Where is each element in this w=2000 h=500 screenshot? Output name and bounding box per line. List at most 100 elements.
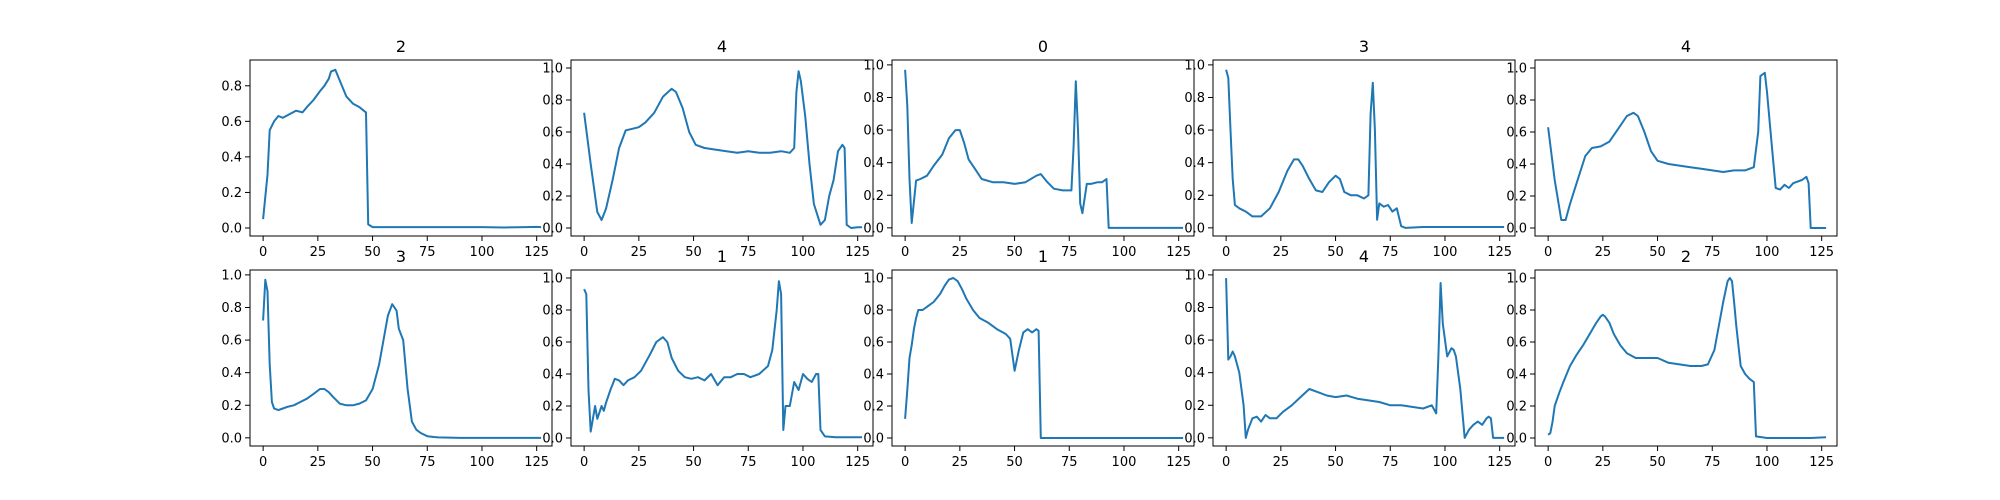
series-line bbox=[262, 68, 542, 229]
x-tick-label: 75 bbox=[740, 455, 757, 470]
y-tick-label: 0.6 bbox=[542, 126, 563, 141]
y-tick-label: 0.2 bbox=[1506, 190, 1527, 205]
x-tick-label: 100 bbox=[1433, 455, 1458, 470]
x-tick-label: 100 bbox=[1112, 245, 1137, 260]
y-tick-label: 0.4 bbox=[221, 366, 242, 381]
x-tick-label: 125 bbox=[1809, 245, 1834, 260]
y-tick-label: 0.2 bbox=[863, 400, 884, 415]
subplot-title: 3 bbox=[396, 247, 406, 266]
y-tick-label: 0.6 bbox=[221, 334, 242, 349]
x-tick-label: 100 bbox=[791, 455, 816, 470]
x-tick-label: 0 bbox=[580, 455, 588, 470]
x-tick-label: 50 bbox=[1649, 455, 1666, 470]
y-tick-label: 0.4 bbox=[542, 368, 563, 383]
y-tick-label: 0.2 bbox=[542, 190, 563, 205]
y-tick-label: 0.0 bbox=[1184, 221, 1205, 236]
subplot-title: 2 bbox=[1681, 247, 1691, 266]
x-tick-label: 0 bbox=[580, 245, 588, 260]
y-tick-label: 0.0 bbox=[542, 222, 563, 237]
subplot-0: 2 0 25 50 75 100 125 0.0 0.2 0.4 0.6 0.8 bbox=[221, 37, 553, 260]
y-tick-label: 0.4 bbox=[863, 368, 884, 383]
y-tick-label: 1.0 bbox=[221, 268, 242, 283]
x-tick-label: 25 bbox=[952, 455, 969, 470]
y-tick-label: 0.6 bbox=[863, 336, 884, 351]
subplot-5: 3 0 25 50 75 100 125 0.0 0.2 0.4 0.6 0.8 1.0 bbox=[221, 247, 553, 470]
x-tick-label: 100 bbox=[1755, 245, 1780, 260]
series-line bbox=[1547, 71, 1827, 229]
axes-frame bbox=[249, 269, 553, 447]
x-tick-label: 0 bbox=[1544, 245, 1552, 260]
axes-frame bbox=[1212, 59, 1516, 237]
x-tick-label: 75 bbox=[419, 455, 436, 470]
x-tick-label: 75 bbox=[1382, 245, 1399, 260]
y-tick-label: 0.0 bbox=[1184, 431, 1205, 446]
x-tick-label: 25 bbox=[631, 455, 648, 470]
x-tick-label: 100 bbox=[1433, 245, 1458, 260]
axes-frame bbox=[891, 269, 1195, 447]
axes-frame bbox=[1534, 269, 1838, 447]
x-tick-label: 25 bbox=[1273, 245, 1290, 260]
x-tick-label: 25 bbox=[631, 245, 648, 260]
series-line bbox=[1547, 277, 1827, 439]
x-tick-label: 100 bbox=[470, 455, 495, 470]
y-tick-label: 1.0 bbox=[863, 272, 884, 287]
y-tick-label: 0.8 bbox=[1184, 301, 1205, 316]
x-tick-label: 125 bbox=[524, 455, 549, 470]
y-tick-label: 1.0 bbox=[1506, 272, 1527, 287]
y-tick-label: 0.6 bbox=[1184, 124, 1205, 139]
subplot-title: 0 bbox=[1038, 37, 1048, 56]
subplot-title: 4 bbox=[1681, 37, 1691, 56]
y-tick-label: 0.8 bbox=[863, 91, 884, 106]
y-tick-label: 0.8 bbox=[221, 79, 242, 94]
x-tick-label: 0 bbox=[1544, 455, 1552, 470]
x-tick-label: 125 bbox=[1809, 455, 1834, 470]
subplot-2: 0 0 25 50 75 100 125 0.0 0.2 0.4 0.6 0.8 1.0 bbox=[863, 37, 1195, 260]
y-tick-label: 0.8 bbox=[542, 94, 563, 109]
x-tick-label: 0 bbox=[901, 245, 909, 260]
y-tick-label: 0.8 bbox=[863, 304, 884, 319]
subplot-7: 1 0 25 50 75 100 125 0.0 0.2 0.4 0.6 0.8 1.0 bbox=[863, 247, 1195, 470]
y-tick-label: 0.0 bbox=[1506, 432, 1527, 447]
subplot-title: 4 bbox=[1359, 247, 1369, 266]
x-tick-label: 25 bbox=[1595, 455, 1612, 470]
y-tick-label: 0.0 bbox=[221, 431, 242, 446]
x-tick-label: 125 bbox=[1166, 455, 1191, 470]
series-line bbox=[583, 70, 863, 229]
series-line bbox=[583, 280, 863, 439]
series-line bbox=[1225, 69, 1505, 229]
subplot-title: 1 bbox=[1038, 247, 1048, 266]
subplot-title: 3 bbox=[1359, 37, 1369, 56]
x-tick-label: 0 bbox=[259, 245, 267, 260]
x-tick-label: 50 bbox=[685, 245, 702, 260]
subplot-title: 1 bbox=[717, 247, 727, 266]
series-line bbox=[1225, 278, 1505, 439]
x-tick-label: 125 bbox=[1166, 245, 1191, 260]
subplot-3: 3 0 25 50 75 100 125 0.0 0.2 0.4 0.6 0.8 1.0 bbox=[1184, 37, 1516, 260]
y-tick-label: 1.0 bbox=[542, 272, 563, 287]
x-tick-label: 50 bbox=[1327, 455, 1344, 470]
x-tick-label: 50 bbox=[685, 455, 702, 470]
y-tick-label: 0.2 bbox=[221, 399, 242, 414]
x-tick-label: 100 bbox=[1755, 455, 1780, 470]
x-tick-label: 100 bbox=[470, 245, 495, 260]
y-tick-label: 0.4 bbox=[1506, 368, 1527, 383]
x-tick-label: 75 bbox=[419, 245, 436, 260]
subplot-6: 1 0 25 50 75 100 125 0.0 0.2 0.4 0.6 0.8 1.0 bbox=[542, 247, 874, 470]
x-tick-label: 75 bbox=[1382, 455, 1399, 470]
y-tick-label: 0.2 bbox=[1506, 400, 1527, 415]
axes-frame bbox=[1534, 59, 1838, 237]
y-tick-label: 1.0 bbox=[1506, 62, 1527, 77]
x-tick-label: 100 bbox=[1112, 455, 1137, 470]
x-tick-label: 75 bbox=[1061, 245, 1078, 260]
y-tick-label: 0.0 bbox=[1506, 222, 1527, 237]
x-tick-label: 75 bbox=[1061, 455, 1078, 470]
y-tick-label: 0.4 bbox=[221, 150, 242, 165]
x-tick-label: 0 bbox=[1222, 245, 1230, 260]
x-tick-label: 50 bbox=[1006, 455, 1023, 470]
y-tick-label: 0.0 bbox=[863, 221, 884, 236]
y-tick-label: 0.4 bbox=[542, 158, 563, 173]
x-tick-label: 75 bbox=[1704, 455, 1721, 470]
y-tick-label: 1.0 bbox=[1184, 58, 1205, 73]
y-tick-label: 0.4 bbox=[1184, 156, 1205, 171]
